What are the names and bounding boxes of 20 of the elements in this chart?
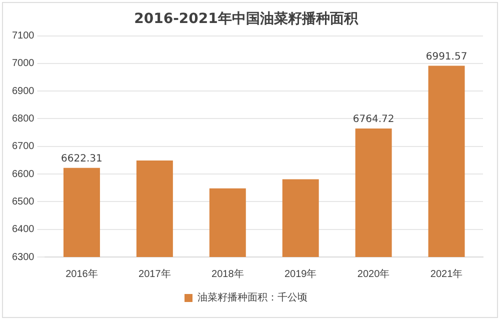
y-tick-label: 6600 (12, 168, 35, 180)
y-tick-label: 7100 (12, 30, 35, 42)
data-label: 6622.31 (61, 153, 102, 164)
x-tick-label: 2021年 (430, 268, 463, 280)
y-tick-label: 6800 (12, 114, 35, 124)
y-tick-label: 6700 (12, 141, 35, 152)
y-tick-label: 6300 (12, 252, 35, 263)
x-tick-label: 2020年 (357, 268, 390, 280)
y-tick-label: 6500 (12, 196, 35, 208)
data-label: 6764.72 (352, 114, 394, 126)
chart-title: 2016-2021年中国油菜籽播种面积 (134, 11, 359, 28)
y-tick-label: 7000 (12, 58, 35, 70)
y-tick-label: 6400 (12, 224, 35, 236)
x-tick-label: 2016年 (66, 268, 98, 280)
data-label: 6991.57 (426, 51, 468, 62)
x-tick-label: 2019年 (284, 268, 317, 280)
legend-label: 油菜籽播种面积：千公顷 (198, 292, 308, 304)
x-tick-label: 2018年 (212, 268, 244, 280)
y-tick-label: 6900 (12, 86, 35, 97)
x-tick-label: 2017年 (138, 268, 171, 280)
